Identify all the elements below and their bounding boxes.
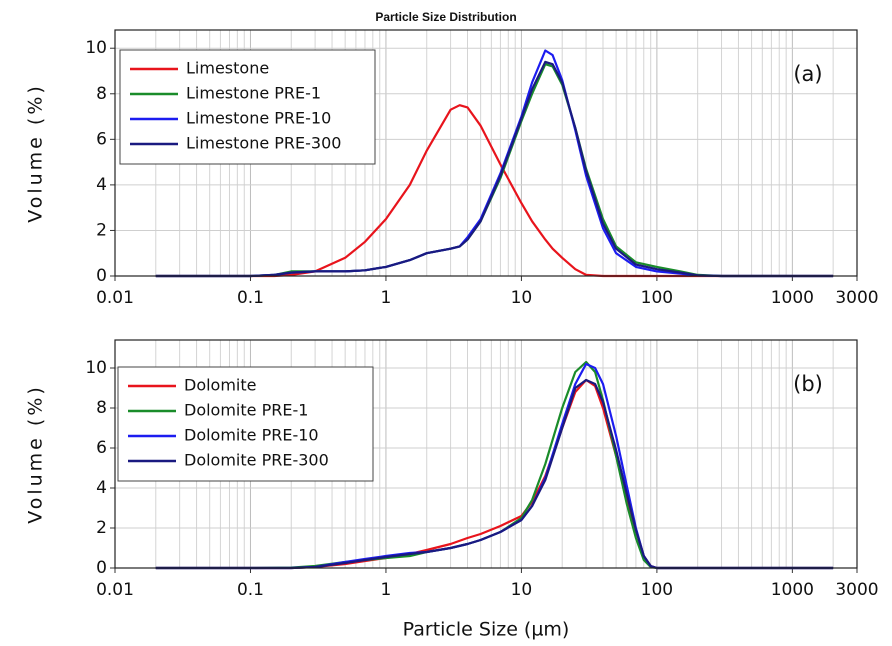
legend-label: Dolomite PRE-1 (184, 401, 308, 420)
y-axis-label: Volume (%) (25, 83, 47, 223)
panel-label: (b) (793, 372, 823, 396)
y-tick-label: 0 (96, 266, 107, 286)
legend-label: Dolomite PRE-300 (184, 451, 329, 470)
x-tick-label: 3000 (835, 580, 878, 600)
legend-label: Dolomite PRE-10 (184, 426, 319, 445)
plot-frame (114, 339, 858, 569)
legend-label: Dolomite (184, 376, 257, 395)
legend-label: Limestone PRE-1 (186, 84, 321, 103)
x-tick-label: 0.1 (237, 288, 264, 308)
x-tick-label: 1000 (771, 288, 814, 308)
panel-label: (a) (793, 62, 822, 86)
y-tick-label: 10 (85, 38, 107, 58)
y-tick-label: 2 (96, 518, 107, 538)
x-tick-label: 0.1 (237, 580, 264, 600)
series-line (155, 60, 834, 278)
y-tick-label: 4 (96, 478, 107, 498)
y-tick-label: 8 (96, 84, 107, 104)
x-tick-label: 100 (641, 288, 673, 308)
series-line (155, 378, 834, 570)
x-tick-label: 1000 (771, 580, 814, 600)
x-axis-label: Particle Size (µm) (403, 619, 570, 641)
y-tick-label: 4 (96, 175, 107, 195)
y-tick-label: 2 (96, 220, 107, 240)
y-tick-label: 6 (96, 129, 107, 149)
x-tick-label: 10 (511, 288, 533, 308)
x-tick-label: 1 (381, 288, 392, 308)
y-tick-label: 10 (85, 358, 107, 378)
legend-label: Limestone (186, 59, 269, 78)
x-tick-label: 100 (641, 580, 673, 600)
x-tick-label: 0.01 (96, 580, 134, 600)
x-tick-label: 1 (381, 580, 392, 600)
y-tick-label: 8 (96, 398, 107, 418)
chart-title: Particle Size Distribution (375, 10, 516, 24)
x-tick-label: 3000 (835, 288, 878, 308)
x-tick-label: 10 (511, 580, 533, 600)
legend-label: Limestone PRE-10 (186, 109, 331, 128)
y-tick-label: 0 (96, 558, 107, 578)
y-axis-label: Volume (%) (25, 384, 47, 524)
plot-frame (114, 29, 858, 277)
legend-label: Limestone PRE-300 (186, 134, 341, 153)
x-tick-label: 0.01 (96, 288, 134, 308)
y-tick-label: 6 (96, 438, 107, 458)
